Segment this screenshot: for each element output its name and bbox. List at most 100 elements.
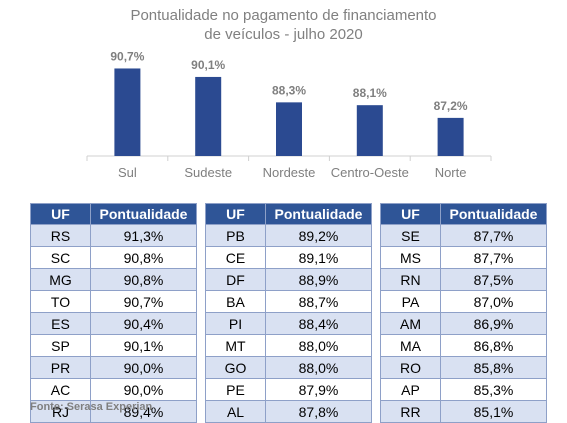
table-row: PI 88,4% [205,312,372,335]
bar-nordeste [276,102,302,156]
cell-uf: BA [205,290,266,313]
cell-pontualidade: 90,7% [90,290,197,313]
cell-uf: MS [380,246,441,269]
table-row: BA 88,7% [205,290,372,313]
cell-pontualidade: 90,8% [90,268,197,291]
table-row: TO 90,7% [30,290,197,313]
chart-title: Pontualidade no pagamento de financiamen… [0,6,567,44]
table-row: RJ 89,4% [30,400,197,423]
chart-title-line-2: de veículos - julho 2020 [204,26,363,43]
bar-sudeste [195,76,222,156]
table-row: AM 86,9% [380,312,547,335]
table-header-row: UF Pontualidade [205,203,372,225]
cell-uf: DF [205,268,266,291]
cell-uf: PI [205,312,266,335]
cell-pontualidade: 87,8% [265,400,372,423]
bar-norte [437,117,464,156]
table-row: RR 85,1% [380,400,547,423]
category-label: Centro-Oeste [331,165,409,180]
header-uf: UF [30,203,91,225]
cell-pontualidade: 90,4% [90,312,197,335]
cell-uf: PE [205,378,266,401]
cell-uf: MG [30,268,91,291]
cell-uf: GO [205,356,266,379]
table-row: PE 87,9% [205,378,372,401]
cell-pontualidade: 87,5% [440,268,547,291]
table-row: GO 88,0% [205,356,372,379]
cell-pontualidade: 88,4% [265,312,372,335]
cell-pontualidade: 88,7% [265,290,372,313]
cell-pontualidade: 89,2% [265,224,372,247]
cell-pontualidade: 90,1% [90,334,197,357]
bar-chart: 90,7% Sul 90,1% Sudeste 88,3% Nordeste 88,1% Ce… [86,49,492,180]
table-row: CE 89,1% [205,246,372,269]
header-uf: UF [380,203,441,225]
cell-pontualidade: 85,8% [440,356,547,379]
bar-centro-oeste [356,105,383,156]
cell-uf: AP [380,378,441,401]
table-row: SP 90,1% [30,334,197,357]
cell-uf: PB [205,224,266,247]
table-row: PB 89,2% [205,224,372,247]
cell-uf: PA [380,290,441,313]
table-row: PA 87,0% [380,290,547,313]
cell-pontualidade: 86,8% [440,334,547,357]
cell-uf: PR [30,356,91,379]
cell-uf: MT [205,334,266,357]
cell-pontualidade: 91,3% [90,224,197,247]
cell-pontualidade: 87,0% [440,290,547,313]
header-pontualidade: Pontualidade [90,203,197,225]
bar-value-label: 87,2% [434,99,468,113]
table-row: DF 88,9% [205,268,372,291]
table-row: MG 90,8% [30,268,197,291]
cell-pontualidade: 90,8% [90,246,197,269]
cell-uf: RR [380,400,441,423]
uf-table-1: UF Pontualidade RS 91,3% SC 90,8% MG 90,8% TO 90,… [30,203,197,423]
cell-uf: RO [380,356,441,379]
header-pontualidade: Pontualidade [440,203,547,225]
table-header-row: UF Pontualidade [30,203,197,225]
cell-pontualidade: 85,3% [440,378,547,401]
cell-pontualidade: 87,9% [265,378,372,401]
bar-value-label: 90,7% [110,49,144,63]
table-row: RN 87,5% [380,268,547,291]
header-pontualidade: Pontualidade [265,203,372,225]
cell-pontualidade: 87,7% [440,224,547,247]
cell-pontualidade: 89,1% [265,246,372,269]
cell-uf: SP [30,334,91,357]
cell-pontualidade: 88,9% [265,268,372,291]
table-header-row: UF Pontualidade [380,203,547,225]
table-row: RO 85,8% [380,356,547,379]
table-row: ES 90,4% [30,312,197,335]
table-row: AC 90,0% [30,378,197,401]
table-row: AL 87,8% [205,400,372,423]
category-label: Sudeste [184,165,232,180]
table-row: PR 90,0% [30,356,197,379]
cell-uf: AC [30,378,91,401]
cell-pontualidade: 87,7% [440,246,547,269]
bar-value-label: 88,3% [272,83,306,97]
cell-uf: ES [30,312,91,335]
category-label: Nordeste [263,165,316,180]
bar-value-label: 90,1% [191,58,225,72]
cell-uf: MA [380,334,441,357]
cell-uf: SE [380,224,441,247]
cell-pontualidade: 90,0% [90,356,197,379]
cell-pontualidade: 88,0% [265,356,372,379]
cell-pontualidade: 88,0% [265,334,372,357]
cell-pontualidade: 89,4% [90,400,197,423]
cell-uf: AL [205,400,266,423]
category-label: Norte [435,165,467,180]
cell-uf: CE [205,246,266,269]
cell-pontualidade: 86,9% [440,312,547,335]
category-label: Sul [118,165,137,180]
cell-uf: TO [30,290,91,313]
table-row: AP 85,3% [380,378,547,401]
cell-pontualidade: 90,0% [90,378,197,401]
bar-value-label: 88,1% [353,86,387,100]
cell-uf: AM [380,312,441,335]
table-row: MA 86,8% [380,334,547,357]
table-row: RS 91,3% [30,224,197,247]
source-note: Fonte: Serasa Experian [30,401,153,413]
cell-uf: RN [380,268,441,291]
